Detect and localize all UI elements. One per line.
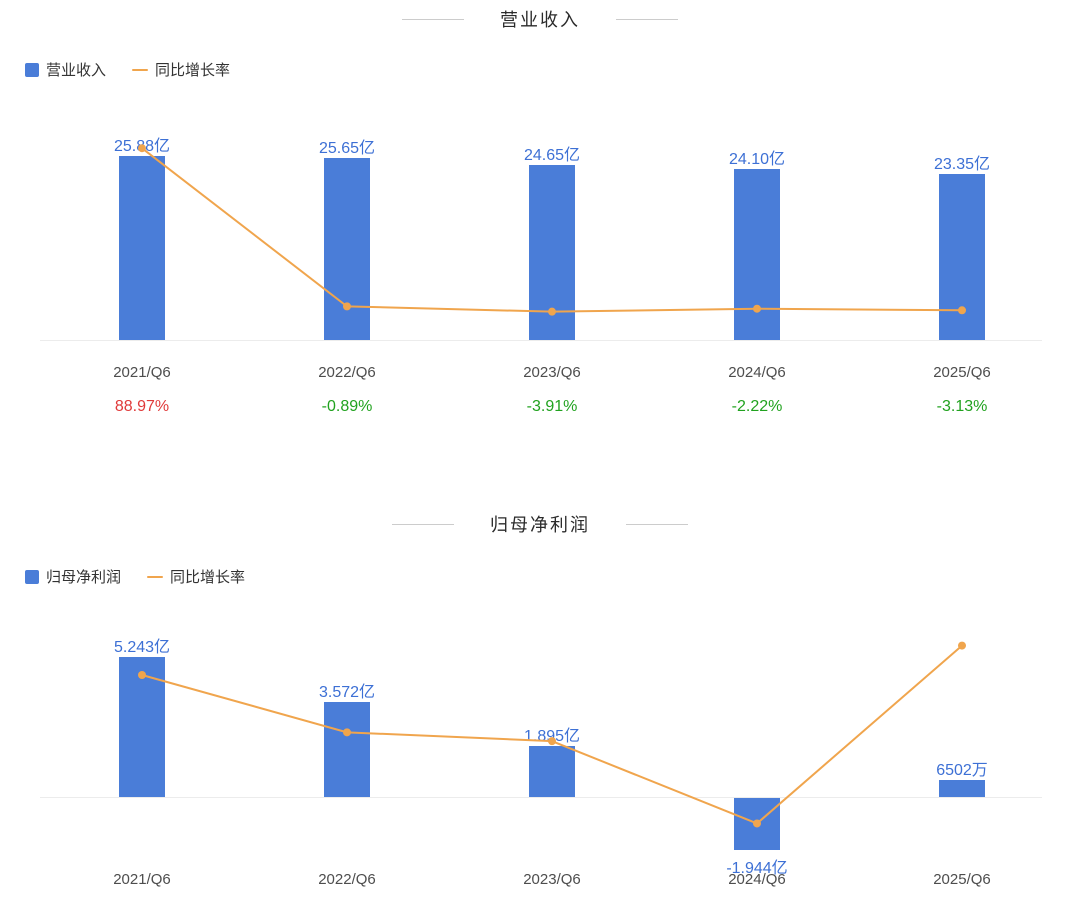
bar — [324, 157, 370, 340]
legend-label-growth: 同比增长率 — [155, 62, 231, 79]
legend-label-profit: 归母净利润 — [46, 569, 122, 586]
growth-rate-label: -3.91% — [526, 398, 578, 415]
legend-label-growth: 同比增长率 — [170, 569, 246, 586]
legend-item-revenue: 营业收入 — [25, 59, 106, 80]
x-axis-label: 2023/Q6 — [523, 871, 581, 888]
title-divider-left — [402, 18, 464, 20]
bar-value-label: -1.944亿 — [726, 859, 788, 877]
bar-value-label: 24.10亿 — [728, 150, 786, 168]
bar-value-label: 25.65亿 — [318, 139, 376, 157]
x-axis-label: 2024/Q6 — [728, 871, 786, 888]
x-axis-label: 2022/Q6 — [318, 871, 376, 888]
profit-chart-title-row: 归母净利润 — [0, 511, 1080, 537]
title-divider-right — [626, 523, 688, 525]
line-series-swatch-icon — [147, 575, 164, 578]
bar-value-label: 25.88亿 — [113, 138, 171, 156]
growth-rate-label: 88.97% — [114, 398, 170, 415]
revenue-chart-title: 营业收入 — [500, 10, 580, 30]
bar — [324, 701, 370, 797]
x-axis-line — [40, 797, 1042, 798]
x-axis-label: 2022/Q6 — [318, 364, 376, 381]
growth-rate-label: -2.22% — [731, 398, 783, 415]
revenue-chart-title-row: 营业收入 — [0, 6, 1080, 32]
x-axis-label: 2021/Q6 — [113, 871, 171, 888]
bar-value-label: 1.895亿 — [523, 728, 581, 746]
x-axis-label: 2024/Q6 — [728, 364, 786, 381]
legend-label-revenue: 营业收入 — [46, 62, 107, 79]
line-series-swatch-icon — [132, 68, 149, 71]
bar-series-swatch-icon — [25, 62, 39, 77]
x-axis-label: 2025/Q6 — [933, 871, 991, 888]
bar — [734, 798, 780, 850]
bar — [529, 165, 575, 340]
title-divider-left — [392, 523, 454, 525]
bar-value-label: 24.65亿 — [523, 147, 581, 165]
x-axis-label: 2023/Q6 — [523, 364, 581, 381]
bar — [119, 156, 165, 340]
profit-chart-title: 归母净利润 — [490, 515, 590, 535]
bar-series-swatch-icon — [25, 569, 39, 584]
bar — [119, 656, 165, 797]
bar-value-label: 6502万 — [936, 761, 988, 779]
revenue-legend: 营业收入 同比增长率 — [25, 59, 230, 80]
bar-value-label: 5.243亿 — [113, 638, 171, 656]
title-divider-right — [616, 18, 678, 20]
profit-legend: 归母净利润 同比增长率 — [25, 566, 245, 587]
bar — [939, 779, 985, 797]
bar — [529, 746, 575, 797]
bar — [939, 174, 985, 340]
x-axis-label: 2025/Q6 — [933, 364, 991, 381]
bar — [734, 168, 780, 340]
x-axis-label: 2021/Q6 — [113, 364, 171, 381]
legend-item-profit: 归母净利润 — [25, 566, 121, 587]
bar-value-label: 23.35亿 — [933, 156, 991, 174]
legend-item-growth: 同比增长率 — [132, 59, 230, 80]
x-axis-line — [40, 340, 1042, 341]
bar-value-label: 3.572亿 — [318, 683, 376, 701]
legend-item-growth: 同比增长率 — [147, 566, 245, 587]
growth-rate-label: -3.13% — [936, 398, 988, 415]
growth-rate-label: -0.89% — [321, 398, 373, 415]
